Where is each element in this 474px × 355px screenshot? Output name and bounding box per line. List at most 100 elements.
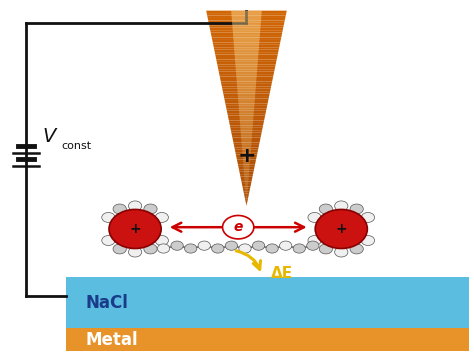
- Polygon shape: [238, 95, 255, 99]
- Polygon shape: [234, 43, 259, 47]
- Polygon shape: [241, 141, 252, 144]
- Polygon shape: [236, 152, 257, 155]
- Polygon shape: [245, 180, 248, 183]
- Circle shape: [128, 201, 142, 211]
- Polygon shape: [233, 140, 260, 142]
- Polygon shape: [227, 108, 266, 111]
- Circle shape: [128, 247, 142, 257]
- Text: ΔE: ΔE: [271, 266, 293, 281]
- Polygon shape: [234, 40, 259, 43]
- Polygon shape: [212, 40, 281, 42]
- Polygon shape: [232, 27, 261, 30]
- Polygon shape: [235, 53, 258, 56]
- Polygon shape: [242, 186, 250, 189]
- Polygon shape: [245, 196, 248, 198]
- Circle shape: [144, 204, 157, 214]
- Polygon shape: [208, 20, 285, 23]
- Polygon shape: [241, 134, 252, 138]
- Circle shape: [293, 244, 305, 253]
- Text: V: V: [43, 127, 56, 146]
- Polygon shape: [223, 91, 270, 94]
- Circle shape: [350, 244, 363, 254]
- Polygon shape: [234, 147, 259, 150]
- Polygon shape: [241, 181, 252, 184]
- Polygon shape: [246, 193, 247, 196]
- Circle shape: [361, 212, 374, 222]
- Polygon shape: [238, 167, 255, 169]
- Circle shape: [350, 204, 363, 214]
- Polygon shape: [219, 74, 273, 77]
- Circle shape: [335, 201, 348, 211]
- Polygon shape: [246, 203, 247, 206]
- Circle shape: [266, 244, 278, 253]
- Polygon shape: [239, 115, 254, 118]
- Polygon shape: [236, 155, 257, 157]
- Circle shape: [113, 204, 126, 214]
- Polygon shape: [246, 196, 247, 200]
- Polygon shape: [224, 99, 269, 101]
- Polygon shape: [237, 157, 256, 159]
- Polygon shape: [246, 201, 247, 203]
- Polygon shape: [239, 169, 254, 172]
- Circle shape: [212, 244, 224, 253]
- Polygon shape: [239, 172, 254, 174]
- Polygon shape: [214, 47, 279, 50]
- Circle shape: [155, 212, 168, 222]
- Polygon shape: [213, 45, 280, 47]
- Polygon shape: [221, 84, 272, 86]
- Polygon shape: [228, 118, 264, 120]
- Polygon shape: [244, 194, 249, 196]
- Polygon shape: [240, 121, 253, 125]
- Polygon shape: [245, 198, 248, 201]
- Polygon shape: [215, 55, 278, 57]
- Polygon shape: [238, 99, 255, 102]
- Circle shape: [157, 244, 170, 253]
- Polygon shape: [244, 167, 249, 170]
- Polygon shape: [236, 69, 257, 72]
- Circle shape: [280, 241, 292, 250]
- Polygon shape: [225, 103, 268, 106]
- Polygon shape: [237, 92, 255, 95]
- Polygon shape: [243, 164, 250, 167]
- Polygon shape: [242, 147, 251, 151]
- Polygon shape: [224, 96, 269, 99]
- Polygon shape: [234, 47, 259, 50]
- Polygon shape: [237, 159, 256, 162]
- Polygon shape: [240, 128, 253, 131]
- Polygon shape: [230, 125, 263, 128]
- Polygon shape: [241, 179, 252, 181]
- Circle shape: [225, 241, 237, 250]
- Polygon shape: [235, 150, 258, 152]
- Polygon shape: [215, 52, 278, 55]
- Polygon shape: [233, 33, 260, 37]
- Polygon shape: [243, 189, 250, 191]
- Text: +: +: [237, 146, 256, 166]
- Polygon shape: [244, 170, 249, 173]
- Polygon shape: [237, 79, 256, 82]
- Circle shape: [319, 244, 333, 254]
- Polygon shape: [228, 116, 265, 118]
- Polygon shape: [237, 86, 256, 89]
- Circle shape: [239, 244, 251, 253]
- Text: const: const: [62, 141, 92, 151]
- Circle shape: [315, 209, 367, 248]
- Circle shape: [361, 236, 374, 246]
- Polygon shape: [207, 16, 286, 18]
- Polygon shape: [210, 30, 283, 33]
- Polygon shape: [210, 28, 283, 30]
- Polygon shape: [229, 123, 264, 125]
- Polygon shape: [235, 63, 258, 66]
- Polygon shape: [235, 59, 258, 63]
- Bar: [66, 277, 469, 328]
- Polygon shape: [242, 154, 251, 157]
- Polygon shape: [216, 57, 277, 59]
- Polygon shape: [232, 17, 261, 20]
- Circle shape: [144, 244, 157, 254]
- Polygon shape: [237, 89, 255, 92]
- Text: NaCl: NaCl: [85, 294, 128, 312]
- Polygon shape: [230, 128, 263, 130]
- Circle shape: [102, 212, 115, 222]
- Polygon shape: [236, 76, 257, 79]
- Polygon shape: [218, 67, 275, 69]
- Polygon shape: [217, 64, 276, 67]
